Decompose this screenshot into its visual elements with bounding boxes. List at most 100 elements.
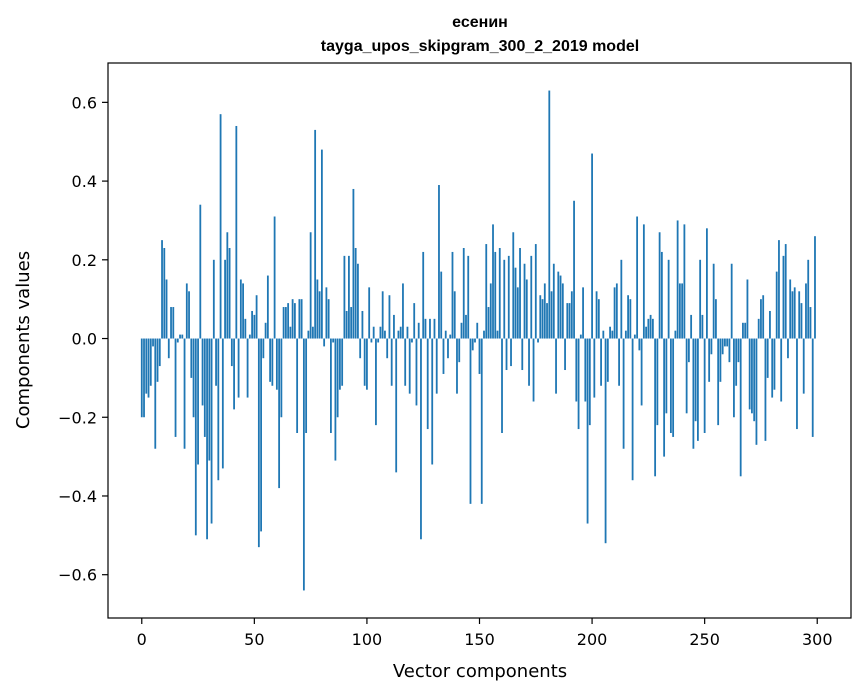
bar-252 xyxy=(708,338,711,382)
bar-247 xyxy=(697,338,699,441)
bar-19 xyxy=(183,338,186,449)
bar-90 xyxy=(343,255,346,339)
bar-70 xyxy=(298,299,301,339)
y-axis-label: Components values xyxy=(13,251,34,429)
bar-102 xyxy=(370,338,373,343)
bar-294 xyxy=(802,338,805,394)
bar-83 xyxy=(327,299,330,339)
bar-81 xyxy=(323,338,326,347)
bar-283 xyxy=(778,240,780,339)
bar-95 xyxy=(354,248,357,339)
bar-271 xyxy=(751,338,753,414)
bar-118 xyxy=(406,326,409,339)
bar-47 xyxy=(246,338,249,398)
x-tick-label: 200 xyxy=(577,630,608,649)
bar-2 xyxy=(145,338,148,394)
bar-246 xyxy=(694,338,697,422)
bar-11 xyxy=(165,279,168,339)
bar-208 xyxy=(609,326,611,339)
bar-56 xyxy=(266,275,269,339)
bar-135 xyxy=(444,330,447,339)
y-tick-label: 0.2 xyxy=(72,251,97,270)
bar-139 xyxy=(453,291,456,339)
bar-100 xyxy=(366,338,368,390)
bar-122 xyxy=(415,338,418,406)
bar-220 xyxy=(636,216,639,339)
x-tick-label: 50 xyxy=(244,630,264,649)
chart-title-line-1: есенин xyxy=(452,14,508,31)
bar-9 xyxy=(161,240,163,339)
bar-4 xyxy=(149,338,152,386)
bar-209 xyxy=(611,330,614,339)
bar-113 xyxy=(395,338,398,473)
bar-218 xyxy=(631,338,634,481)
bar-239 xyxy=(678,283,681,339)
bar-30 xyxy=(208,338,211,461)
bar-177 xyxy=(539,295,542,339)
bar-224 xyxy=(645,326,648,339)
bar-280 xyxy=(771,338,774,398)
y-tick-label: 0.4 xyxy=(72,172,97,191)
bar-35 xyxy=(219,114,222,339)
bar-186 xyxy=(559,275,562,339)
bar-124 xyxy=(420,338,422,540)
bar-299 xyxy=(814,236,816,339)
bar-98 xyxy=(361,310,364,339)
bar-60 xyxy=(275,338,278,390)
bar-298 xyxy=(811,338,814,437)
bar-123 xyxy=(417,322,420,339)
bar-203 xyxy=(597,299,600,339)
bar-15 xyxy=(174,338,177,437)
bar-119 xyxy=(408,338,411,394)
bar-254 xyxy=(712,263,715,339)
bar-142 xyxy=(460,322,463,339)
bar-117 xyxy=(404,338,407,386)
bar-105 xyxy=(377,338,380,343)
bar-116 xyxy=(402,283,404,339)
bar-289 xyxy=(791,291,794,339)
bar-213 xyxy=(620,259,623,339)
bar-290 xyxy=(793,287,796,339)
bar-154 xyxy=(487,307,490,339)
bar-108 xyxy=(384,330,386,339)
bar-210 xyxy=(613,287,616,339)
bar-22 xyxy=(190,338,193,378)
bar-288 xyxy=(789,279,792,339)
bar-94 xyxy=(352,188,355,339)
bar-242 xyxy=(685,338,688,414)
x-tick-label: 0 xyxy=(137,630,147,649)
bar-157 xyxy=(494,251,497,339)
bar-272 xyxy=(753,338,756,422)
bars-group xyxy=(140,90,816,591)
bar-169 xyxy=(521,338,524,371)
bar-106 xyxy=(379,326,382,339)
bar-40 xyxy=(230,338,233,367)
bar-62 xyxy=(280,338,283,418)
bar-291 xyxy=(796,338,798,430)
bar-120 xyxy=(411,338,413,343)
chart-title-line-2: tayga_upos_skipgram_300_2_2019 model xyxy=(321,38,639,55)
bar-183 xyxy=(552,263,555,339)
bar-230 xyxy=(658,232,661,339)
bar-53 xyxy=(260,338,262,532)
bar-72 xyxy=(302,338,305,591)
bar-38 xyxy=(226,232,229,339)
bar-200 xyxy=(591,153,593,339)
bar-5 xyxy=(152,338,154,347)
bar-287 xyxy=(787,338,789,359)
bar-143 xyxy=(462,248,465,339)
bar-74 xyxy=(307,330,310,339)
bar-21 xyxy=(188,291,190,339)
bar-10 xyxy=(163,248,166,339)
bar-236 xyxy=(672,338,675,437)
bar-189 xyxy=(566,303,569,339)
bar-82 xyxy=(325,287,328,339)
bar-128 xyxy=(429,318,431,339)
bar-197 xyxy=(584,338,587,402)
bar-55 xyxy=(264,322,267,339)
bar-134 xyxy=(442,338,445,374)
bar-43 xyxy=(237,338,240,398)
bar-198 xyxy=(586,338,589,524)
bar-45 xyxy=(242,283,244,339)
bar-42 xyxy=(235,125,238,339)
